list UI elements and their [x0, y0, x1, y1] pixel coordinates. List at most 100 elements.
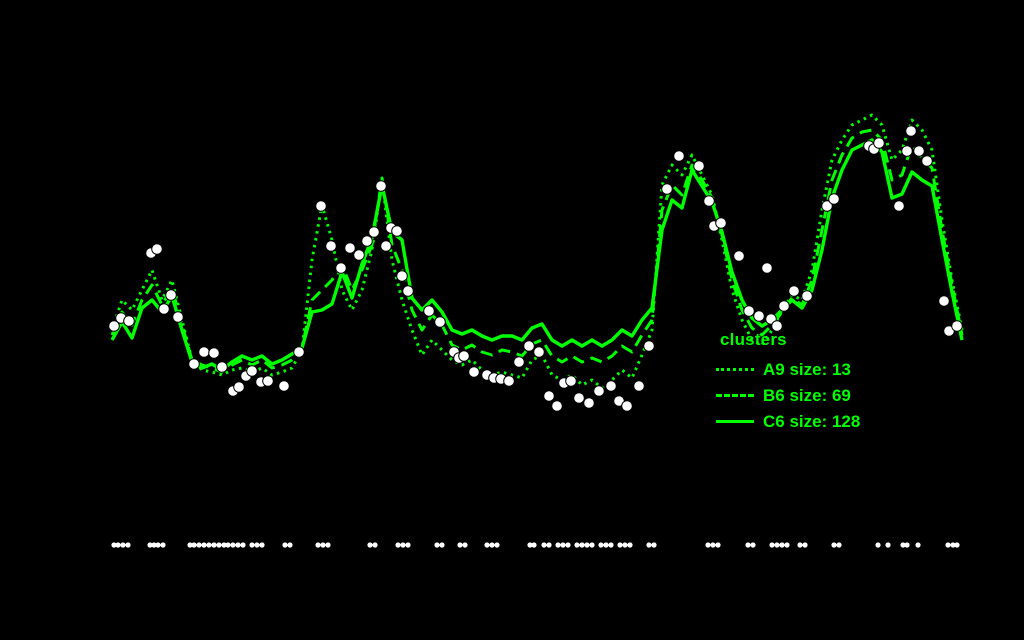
data-point	[434, 316, 446, 328]
data-point	[633, 380, 645, 392]
data-point	[216, 361, 228, 373]
data-point	[353, 249, 365, 261]
rug-point	[627, 542, 633, 548]
rug-point	[147, 542, 153, 548]
rug-point	[603, 542, 609, 548]
data-point	[123, 315, 135, 327]
rug-point	[836, 542, 842, 548]
rug-point	[715, 542, 721, 548]
rug-point	[240, 542, 246, 548]
data-point	[673, 150, 685, 162]
data-point	[583, 397, 595, 409]
data-point	[551, 400, 563, 412]
data-point	[315, 200, 327, 212]
rug-point	[400, 542, 406, 548]
data-point	[621, 400, 633, 412]
data-point	[523, 340, 535, 352]
data-point	[951, 320, 963, 332]
rug-point	[187, 542, 193, 548]
data-point	[873, 137, 885, 149]
data-point	[901, 145, 913, 157]
data-point	[458, 350, 470, 362]
dashed-line-sample-icon	[716, 393, 754, 397]
rug-point	[622, 542, 628, 548]
rug-point	[201, 542, 207, 548]
rug-point	[494, 542, 500, 548]
data-point	[788, 285, 800, 297]
data-point	[771, 320, 783, 332]
data-point	[761, 262, 773, 274]
rug-point	[802, 542, 808, 548]
rug-point	[589, 542, 595, 548]
rug-point	[115, 542, 121, 548]
data-point	[293, 346, 305, 358]
rug-point	[531, 542, 537, 548]
rug-point	[489, 542, 495, 548]
rug-point	[462, 542, 468, 548]
rug-point	[541, 542, 547, 548]
data-point	[391, 225, 403, 237]
data-point	[543, 390, 555, 402]
data-point	[743, 305, 755, 317]
legend-title: clusters	[720, 330, 787, 349]
rug-point	[784, 542, 790, 548]
data-point	[513, 356, 525, 368]
data-point	[158, 303, 170, 315]
data-point	[325, 240, 337, 252]
data-point	[165, 289, 177, 301]
rug-point	[216, 542, 222, 548]
rug-point	[151, 542, 157, 548]
data-point	[468, 366, 480, 378]
rug-point	[405, 542, 411, 548]
rug-point	[779, 542, 785, 548]
data-point	[188, 358, 200, 370]
legend: clusters A9 size: 13 B6 size: 69 C6 size…	[716, 331, 860, 434]
data-point	[573, 392, 585, 404]
rug-point	[560, 542, 566, 548]
data-point	[262, 375, 274, 387]
rug-point	[527, 542, 533, 548]
data-point	[151, 243, 163, 255]
rug-point	[915, 542, 921, 548]
data-point	[108, 320, 120, 332]
rug-point	[617, 542, 623, 548]
data-point	[905, 125, 917, 137]
data-point	[893, 200, 905, 212]
rug-point	[120, 542, 126, 548]
rug-point	[598, 542, 604, 548]
rug-point	[584, 542, 590, 548]
rug-point	[745, 542, 751, 548]
data-point	[938, 295, 950, 307]
data-point	[246, 365, 258, 377]
rug-point	[705, 542, 711, 548]
data-point	[278, 380, 290, 392]
rug-point	[646, 542, 652, 548]
series-b6-line	[110, 128, 964, 374]
rug-point	[225, 542, 231, 548]
rug-point	[950, 542, 956, 548]
rug-point	[235, 542, 241, 548]
dotted-line-sample-icon	[716, 367, 754, 371]
rug-point	[555, 542, 561, 548]
data-point	[233, 381, 245, 393]
rug-point	[315, 542, 321, 548]
data-point	[801, 290, 813, 302]
data-point	[361, 235, 373, 247]
data-point	[753, 310, 765, 322]
rug-point	[904, 542, 910, 548]
data-point	[921, 155, 933, 167]
data-point	[533, 346, 545, 358]
rug-point	[254, 542, 260, 548]
data-point	[198, 346, 210, 358]
rug-point	[111, 542, 117, 548]
rug-point	[221, 542, 227, 548]
rug-point	[325, 542, 331, 548]
series-c6-line	[110, 138, 964, 372]
legend-entry-c6: C6 size: 128	[716, 408, 860, 434]
rug-point	[287, 542, 293, 548]
legend-entry-a9: A9 size: 13	[716, 356, 860, 382]
rug-point	[160, 542, 166, 548]
rug-point	[900, 542, 906, 548]
